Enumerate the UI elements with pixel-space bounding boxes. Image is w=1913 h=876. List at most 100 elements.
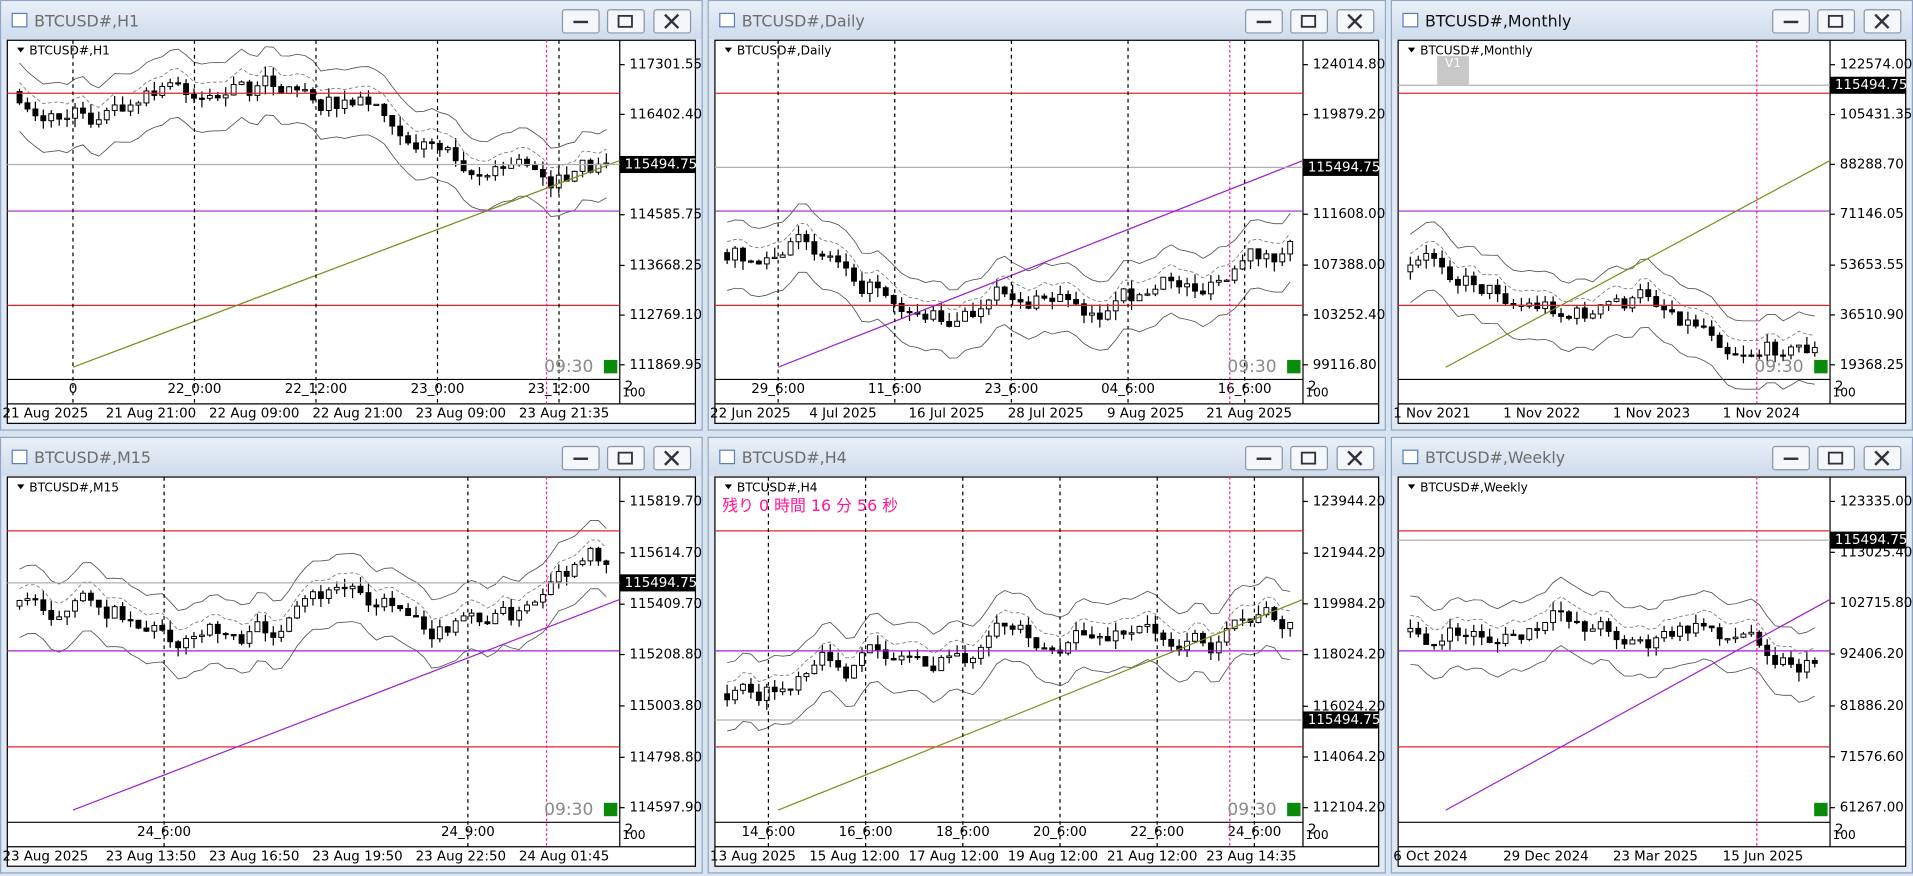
maximize-button[interactable]	[1817, 445, 1856, 471]
candle-body	[294, 86, 301, 91]
price-label: 117301.55	[630, 58, 703, 73]
candle-body	[1621, 298, 1628, 309]
band-line	[19, 539, 607, 631]
candle-body	[866, 644, 873, 654]
close-glyph	[1874, 13, 1890, 29]
candle-body	[183, 638, 189, 649]
separator-label: 22_0:00	[168, 382, 222, 397]
price-label: 115208.80	[630, 648, 703, 663]
candle-body	[946, 320, 953, 327]
candle-body	[206, 623, 213, 636]
candle-body	[1104, 636, 1111, 642]
trend-line	[777, 598, 1304, 811]
window-icon	[1402, 12, 1419, 28]
candle-body	[1708, 326, 1715, 336]
candle-body	[32, 598, 39, 601]
candle-body	[1788, 346, 1794, 356]
candle-body	[1136, 625, 1143, 634]
chart-area	[1397, 39, 1907, 424]
time-label: 24 Aug 01:45	[519, 849, 609, 864]
separator-label: 20_6:00	[1033, 825, 1087, 840]
time-label: 6 Oct 2024	[1393, 849, 1467, 864]
candle-body	[278, 86, 285, 95]
separator-label: 23_12:00	[528, 382, 590, 397]
candle-body	[294, 605, 301, 619]
candle-body	[1788, 657, 1794, 665]
band-line	[19, 519, 607, 612]
price-label: 114597.90	[630, 801, 703, 816]
price-label: 113025.40	[1840, 545, 1913, 560]
candle-body	[1795, 344, 1802, 348]
candle-body	[500, 606, 507, 614]
separator-label: 16_6:00	[1218, 382, 1272, 397]
candle-body	[874, 281, 881, 289]
candle-body	[119, 104, 126, 112]
candle-body	[1215, 279, 1222, 283]
indicator-label: 100	[622, 828, 645, 842]
price-label: 111608.00	[1313, 207, 1386, 222]
candle-body	[151, 624, 158, 632]
candle-body	[1803, 344, 1810, 354]
price-label: 112769.10	[630, 308, 703, 323]
candle-body	[1120, 630, 1127, 635]
candle-body	[1534, 628, 1541, 631]
chart-label: BTCUSD#,Monthly	[1420, 44, 1533, 58]
current-price-box	[1302, 711, 1379, 729]
candle-body	[1192, 632, 1198, 642]
candle-body	[890, 657, 897, 661]
price-label: 114585.75	[630, 208, 703, 223]
candle-body	[524, 158, 530, 166]
price-label: 99116.80	[1313, 358, 1377, 373]
price-label: 119984.20	[1313, 597, 1386, 612]
candle-body	[135, 102, 142, 106]
candle-body	[103, 109, 110, 121]
candle-body	[795, 676, 802, 691]
candle-body	[740, 247, 746, 262]
candle-body	[349, 585, 356, 590]
label-arrow	[1407, 484, 1416, 490]
candle-body	[349, 99, 356, 106]
candle-body	[1772, 654, 1779, 665]
candle-body	[1033, 637, 1040, 649]
candle-body	[1057, 293, 1064, 302]
maximize-button[interactable]	[1817, 9, 1856, 34]
countdown: 09:30	[544, 357, 593, 377]
candle-body	[755, 260, 762, 265]
maximize-button[interactable]	[1290, 445, 1328, 471]
candle-body	[851, 664, 857, 679]
candle-body	[539, 169, 546, 178]
candle-body	[373, 604, 380, 608]
time-label: 23 Aug 16:50	[209, 849, 299, 864]
time-label: 15 Jun 2025	[1723, 849, 1804, 864]
candle-body	[1104, 310, 1111, 320]
candle-body	[1439, 257, 1445, 268]
candle-body	[1708, 625, 1715, 629]
candle-body	[1112, 630, 1119, 642]
candle-body	[1081, 303, 1087, 316]
candle-body	[1223, 279, 1230, 282]
maximize-button[interactable]	[1290, 9, 1328, 34]
candle-body	[436, 626, 443, 640]
candle-body	[787, 688, 794, 691]
candle-body	[103, 606, 110, 619]
maximize-button[interactable]	[606, 445, 645, 471]
max-glyph	[1827, 451, 1844, 465]
v1-button[interactable]	[1437, 56, 1469, 86]
current-price-box	[619, 155, 696, 174]
candle-body	[1081, 630, 1087, 636]
window-title: BTCUSD#,Weekly	[1425, 448, 1565, 467]
band-line	[727, 576, 1291, 664]
candle-body	[16, 91, 23, 104]
chart-label: BTCUSD#,M15	[29, 481, 119, 495]
candle-body	[1645, 289, 1652, 298]
price-label: 105431.35	[1840, 108, 1913, 123]
candle-body	[1184, 283, 1191, 288]
window-title: BTCUSD#,M15	[34, 448, 151, 467]
candle-body	[1629, 639, 1636, 645]
candle-body	[397, 125, 404, 137]
maximize-button[interactable]	[606, 9, 645, 34]
candle-body	[1073, 299, 1079, 305]
candle-body	[1795, 663, 1802, 673]
candle-body	[1144, 623, 1151, 627]
candle-body	[1573, 307, 1580, 319]
